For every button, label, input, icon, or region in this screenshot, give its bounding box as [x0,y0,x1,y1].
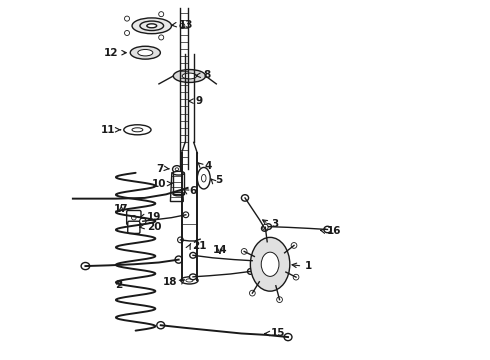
Ellipse shape [242,195,248,201]
Text: 15: 15 [271,328,286,338]
Ellipse shape [81,262,90,270]
Ellipse shape [324,226,331,233]
Text: 11: 11 [100,125,115,135]
Text: 6: 6 [190,186,197,197]
Circle shape [291,243,297,248]
Text: 5: 5 [215,175,222,185]
Ellipse shape [140,21,164,31]
Circle shape [249,290,255,296]
Ellipse shape [177,237,183,243]
Ellipse shape [262,226,268,231]
FancyBboxPatch shape [128,221,140,233]
Ellipse shape [172,166,181,173]
Text: 19: 19 [147,212,161,221]
Text: 4: 4 [204,161,212,171]
Text: 21: 21 [192,241,207,251]
Ellipse shape [132,18,172,34]
Polygon shape [171,173,183,202]
Text: 16: 16 [327,226,341,236]
Ellipse shape [284,333,292,341]
Ellipse shape [175,168,178,171]
Ellipse shape [182,73,196,79]
Circle shape [293,274,299,280]
FancyBboxPatch shape [126,211,141,225]
Text: 3: 3 [271,219,278,229]
Ellipse shape [175,256,182,263]
Ellipse shape [186,279,193,282]
Ellipse shape [138,49,153,56]
Ellipse shape [173,171,184,175]
Text: 13: 13 [179,20,194,30]
Ellipse shape [183,212,189,218]
Bar [173,173,184,194]
Ellipse shape [130,46,160,59]
Ellipse shape [190,274,196,280]
Ellipse shape [157,321,165,329]
Ellipse shape [147,24,157,28]
Ellipse shape [181,277,198,284]
Text: 14: 14 [213,245,227,255]
Text: 18: 18 [163,277,177,287]
Ellipse shape [250,237,290,291]
Circle shape [241,248,247,254]
Ellipse shape [247,269,253,274]
Ellipse shape [261,252,279,276]
Text: 10: 10 [151,179,166,189]
Circle shape [277,297,282,302]
Ellipse shape [131,215,136,220]
Text: 7: 7 [156,163,163,174]
Text: 2: 2 [115,280,122,290]
Text: 9: 9 [195,96,202,106]
Circle shape [263,224,268,230]
Text: 17: 17 [114,204,128,214]
Text: 12: 12 [104,48,119,58]
Text: 8: 8 [203,70,210,80]
Ellipse shape [173,69,205,82]
Ellipse shape [190,252,196,258]
Text: 1: 1 [305,261,313,271]
Text: 20: 20 [147,222,161,231]
Ellipse shape [265,224,271,229]
Ellipse shape [140,218,146,225]
Ellipse shape [197,167,210,189]
Ellipse shape [201,175,206,182]
